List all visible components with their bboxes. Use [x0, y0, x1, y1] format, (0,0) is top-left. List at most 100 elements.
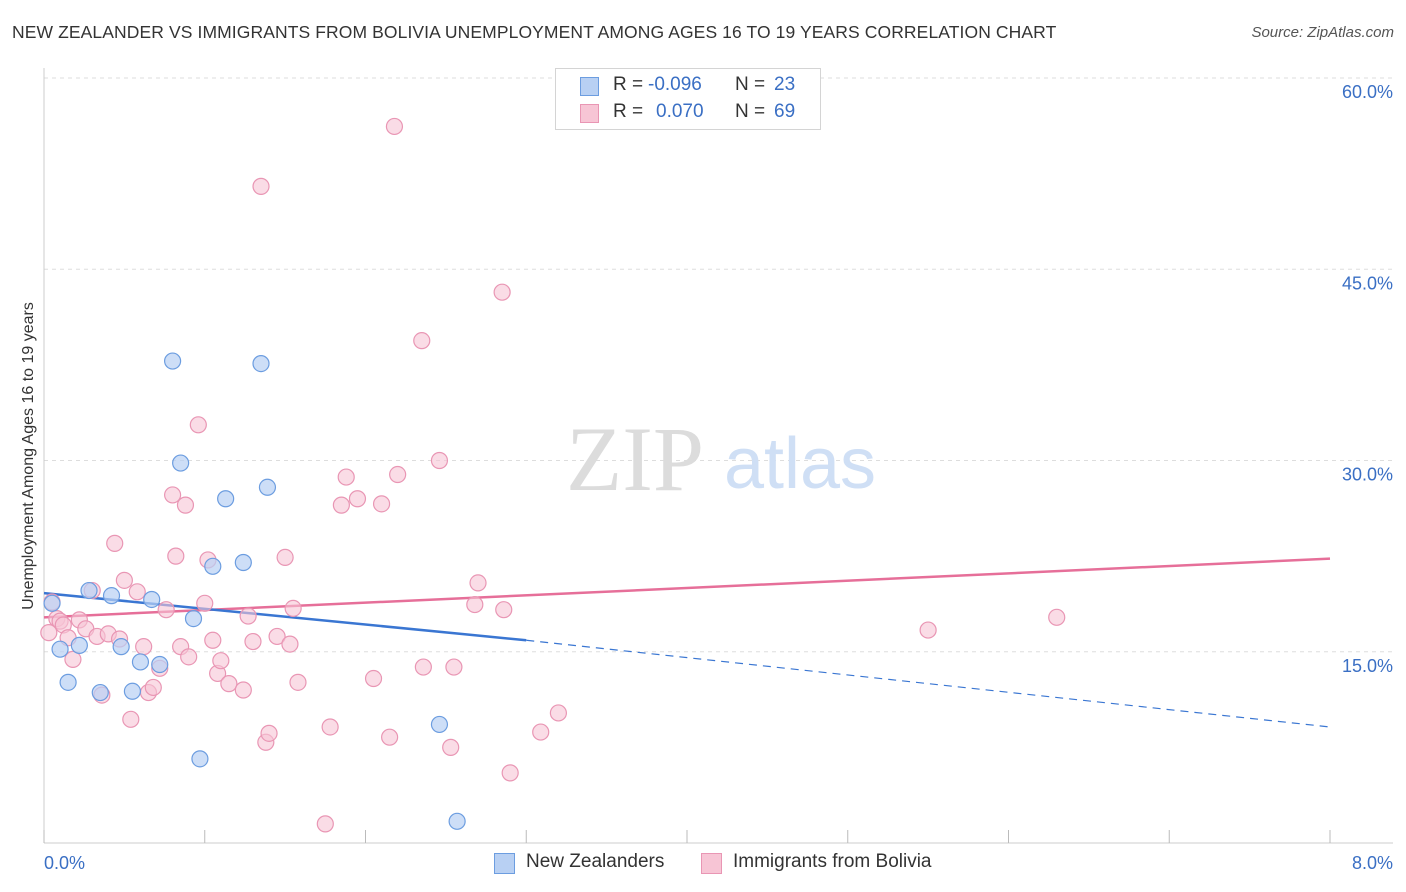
legend-n-value: 69 [774, 101, 796, 122]
y-tick-label: 60.0% [1342, 82, 1393, 102]
point-new-zealanders [91, 683, 109, 702]
point-bolivia [281, 635, 299, 653]
point-bolivia [157, 601, 175, 619]
legend-swatch-blue [580, 77, 599, 96]
bottom-legend-swatch-pink [701, 853, 722, 874]
legend-r-label: R = [613, 74, 644, 95]
point-bolivia [501, 764, 519, 782]
point-bolivia [495, 601, 513, 619]
x-tick-label-max: 8.0% [1352, 853, 1393, 873]
trend-line-new-zealanders-extrapolated [526, 639, 1331, 728]
y-tick-label: 45.0% [1342, 273, 1393, 293]
point-new-zealanders [151, 655, 169, 674]
axis-layer [43, 68, 1393, 844]
point-bolivia [196, 594, 214, 612]
point-bolivia [414, 658, 432, 676]
point-new-zealanders [70, 636, 88, 654]
point-bolivia [40, 624, 58, 642]
x-tick-marks [43, 830, 1331, 843]
point-bolivia [176, 496, 195, 514]
point-bolivia [332, 496, 350, 514]
point-bolivia [372, 495, 391, 513]
point-bolivia [316, 815, 334, 833]
point-bolivia [549, 704, 568, 722]
y-tick-label: 15.0% [1342, 656, 1393, 676]
watermark: ZIP atlas [566, 408, 876, 510]
point-bolivia [919, 621, 937, 639]
point-bolivia [445, 658, 463, 676]
legend-n-label: N = [735, 101, 766, 122]
point-new-zealanders [252, 355, 270, 373]
point-new-zealanders [123, 682, 142, 700]
point-new-zealanders [164, 352, 182, 370]
point-bolivia [180, 648, 198, 666]
trend-line-bolivia [43, 557, 1331, 619]
point-new-zealanders [172, 454, 190, 472]
point-new-zealanders [143, 590, 161, 609]
point-bolivia [532, 723, 550, 741]
point-new-zealanders [204, 557, 222, 575]
point-bolivia [260, 724, 278, 742]
point-bolivia [220, 675, 238, 693]
point-bolivia [321, 718, 339, 736]
point-new-zealanders [217, 490, 235, 508]
point-bolivia [189, 416, 207, 434]
point-bolivia [1048, 608, 1066, 626]
point-bolivia [466, 595, 484, 614]
point-bolivia [284, 599, 302, 618]
point-bolivia [385, 117, 404, 136]
point-bolivia [115, 571, 133, 589]
legend-r-value: -0.096 [648, 74, 702, 95]
point-bolivia [493, 283, 511, 301]
points-layer [40, 117, 1066, 833]
point-bolivia [244, 632, 262, 651]
point-new-zealanders [59, 673, 77, 691]
point-bolivia [337, 468, 355, 486]
point-bolivia [164, 486, 182, 504]
bottom-legend-label: Immigrants from Bolivia [733, 851, 932, 872]
point-new-zealanders [191, 750, 209, 768]
legend-r-label: R = [613, 101, 644, 122]
watermark-atlas: atlas [724, 424, 876, 504]
point-bolivia [268, 627, 286, 646]
y-tick-labels: 15.0% 30.0% 45.0% 60.0% [1342, 82, 1393, 676]
point-bolivia [144, 678, 162, 697]
correlation-legend: R = -0.096 N = 23 R = 0.070 N = 69 [555, 68, 821, 130]
point-bolivia [289, 673, 307, 691]
point-bolivia [364, 669, 383, 688]
point-new-zealanders [102, 587, 121, 605]
point-bolivia [106, 534, 124, 552]
bottom-legend-label: New Zealanders [526, 851, 665, 872]
point-bolivia [430, 451, 449, 470]
bottom-legend-swatch-blue [494, 853, 515, 874]
point-bolivia [252, 177, 270, 195]
point-new-zealanders [448, 812, 466, 830]
point-bolivia [167, 547, 185, 565]
y-axis-label: Unemployment Among Ages 16 to 19 years [20, 302, 37, 610]
watermark-zip: ZIP [566, 408, 704, 510]
point-bolivia [135, 638, 153, 656]
legend-r-value: 0.070 [656, 101, 704, 122]
point-bolivia [234, 681, 252, 699]
point-new-zealanders [43, 594, 61, 612]
legend-n-value: 23 [774, 74, 796, 95]
trend-line-new-zealanders [43, 591, 527, 642]
point-new-zealanders [430, 715, 449, 734]
x-tick-label-min: 0.0% [44, 853, 85, 873]
x-tick-labels: 0.0% 8.0% [44, 853, 1393, 873]
point-bolivia [469, 574, 487, 592]
y-tick-label: 30.0% [1342, 465, 1393, 485]
point-new-zealanders [184, 609, 203, 628]
point-bolivia [442, 738, 460, 756]
point-new-zealanders [131, 653, 150, 671]
point-bolivia [381, 728, 399, 746]
point-bolivia [212, 652, 230, 670]
point-bolivia [128, 583, 146, 601]
point-bolivia [348, 490, 367, 508]
chart-title: NEW ZEALANDER VS IMMIGRANTS FROM BOLIVIA… [12, 22, 1057, 42]
trend-layer [43, 557, 1331, 728]
point-bolivia [64, 650, 82, 669]
point-bolivia [122, 710, 140, 728]
point-bolivia [413, 332, 431, 350]
